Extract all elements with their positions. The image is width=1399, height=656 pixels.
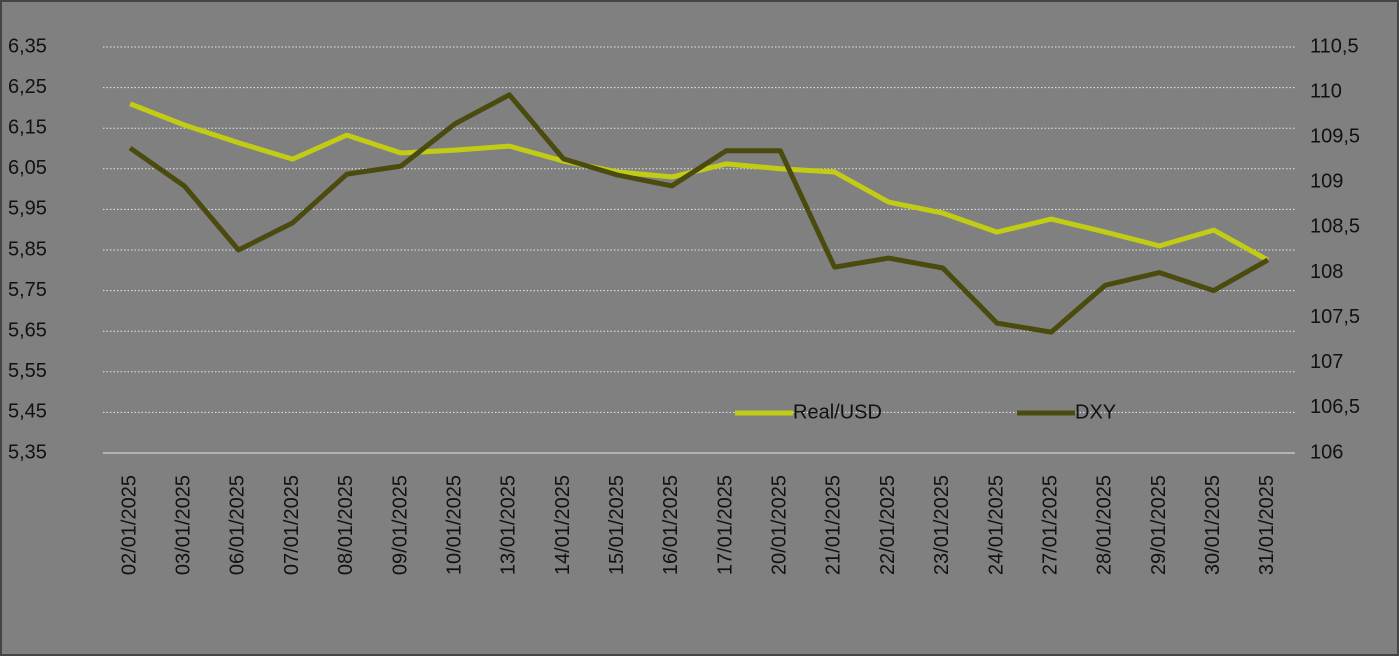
y2-tick-label: 110,5	[1310, 35, 1359, 57]
y2-tick-label: 106	[1310, 441, 1343, 463]
x-tick-label: 23/01/2025	[931, 475, 953, 575]
x-tick-label: 20/01/2025	[769, 475, 791, 575]
y2-tick-label: 108,5	[1310, 216, 1360, 238]
x-tick-label: 16/01/2025	[660, 475, 682, 575]
x-tick-label: 31/01/2025	[1256, 475, 1278, 575]
x-tick-label: 24/01/2025	[985, 475, 1007, 575]
y2-tick-label: 110	[1310, 80, 1342, 102]
x-tick-label: 22/01/2025	[877, 475, 899, 575]
x-tick-label: 02/01/2025	[118, 475, 140, 575]
x-tick-label: 08/01/2025	[335, 475, 357, 575]
x-tick-label: 03/01/2025	[173, 475, 195, 575]
y-tick-label: 5,55	[8, 360, 47, 382]
x-tick-label: 29/01/2025	[1148, 475, 1170, 575]
x-tick-label: 28/01/2025	[1094, 475, 1116, 575]
y2-tick-label: 107	[1310, 351, 1343, 373]
y-tick-label: 6,15	[8, 116, 47, 138]
y-tick-label: 5,35	[8, 441, 47, 463]
x-tick-label: 15/01/2025	[606, 475, 628, 575]
series-line	[128, 92, 1270, 335]
y-tick-label: 6,05	[8, 157, 47, 179]
legend-label: DXY	[1075, 401, 1116, 423]
x-tick-label: 06/01/2025	[227, 475, 249, 575]
x-tick-label: 30/01/2025	[1202, 475, 1224, 575]
y-tick-label: 6,25	[8, 76, 47, 98]
y-tick-label: 6,35	[8, 35, 47, 57]
x-tick-label: 17/01/2025	[714, 475, 736, 575]
x-tick-label: 14/01/2025	[552, 475, 574, 575]
x-tick-label: 21/01/2025	[823, 475, 845, 575]
x-tick-label: 27/01/2025	[1039, 475, 1061, 575]
y2-tick-label: 106,5	[1310, 396, 1360, 418]
legend-label: Real/USD	[793, 401, 882, 423]
y2-tick-label: 108	[1310, 261, 1343, 283]
x-tick-label: 13/01/2025	[498, 475, 520, 575]
y2-tick-label: 109,5	[1310, 126, 1360, 148]
y-tick-label: 5,95	[8, 198, 47, 220]
y-tick-label: 5,65	[8, 319, 47, 341]
y-tick-label: 5,75	[8, 279, 47, 301]
x-tick-label: 07/01/2025	[281, 475, 303, 575]
x-tick-label: 09/01/2025	[389, 475, 411, 575]
y-tick-label: 5,85	[8, 238, 47, 260]
y-tick-label: 5,45	[8, 401, 47, 423]
x-tick-label: 10/01/2025	[443, 475, 465, 575]
y2-tick-label: 107,5	[1310, 306, 1360, 328]
y2-tick-label: 109	[1310, 171, 1343, 193]
